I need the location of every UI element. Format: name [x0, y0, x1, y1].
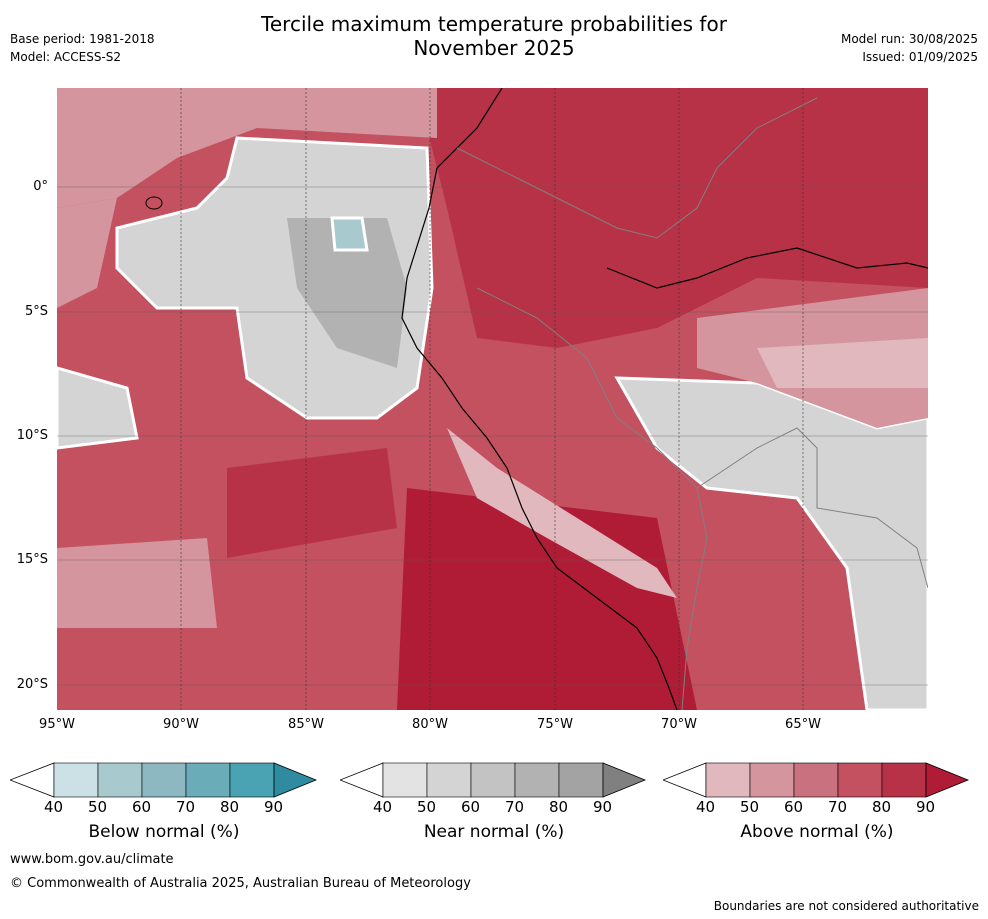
legend-above-tick-90: 90	[916, 798, 936, 816]
coastline	[401, 88, 678, 710]
map-title-line2: November 2025	[413, 36, 575, 60]
legend-near-tick-80: 80	[549, 798, 569, 816]
country-border-east	[696, 427, 928, 589]
legend-above-band-1	[705, 762, 751, 798]
legend-below-band-2	[97, 762, 143, 798]
lon-label-95w: 95°W	[39, 717, 75, 732]
legend-near-band-4	[514, 762, 560, 798]
lon-label-80w: 80°W	[412, 717, 448, 732]
legend-near-title: Near normal (%)	[423, 822, 565, 842]
region-below-50	[330, 216, 369, 252]
legend-above-band-5	[881, 762, 927, 798]
legend-near-band-1	[382, 762, 428, 798]
region-above-50-sw	[57, 538, 217, 628]
legend-below-tick-90: 90	[264, 798, 284, 816]
graticule	[57, 186, 928, 686]
region-above-50-nw	[57, 88, 437, 208]
legend-near-tick-50: 50	[417, 798, 437, 816]
lat-label-15s: 15°S	[16, 552, 48, 567]
river-line	[606, 247, 928, 289]
legend-above-normal: 40 50 60 70 80 90 Above normal (%)	[663, 762, 971, 842]
lon-label-65w: 65°W	[785, 717, 821, 732]
legend-above-arrow-left	[663, 762, 707, 798]
region-above-80-north	[417, 88, 928, 348]
legend-below-arrow-left	[10, 762, 55, 798]
legend-near-arrow-left	[340, 762, 384, 798]
legend-near-band-5	[558, 762, 604, 798]
legend-above-tick-50: 50	[740, 798, 760, 816]
country-border-inland	[476, 287, 708, 710]
legend-below-band-5	[229, 762, 275, 798]
legend-above-colorbar	[663, 762, 970, 798]
legend-near-band-2	[426, 762, 472, 798]
lat-label-10s: 10°S	[16, 428, 48, 443]
legend-near-tick-70: 70	[505, 798, 525, 816]
lon-label-75w: 75°W	[537, 717, 573, 732]
country-border-north	[456, 97, 818, 239]
model-run: Model run: 30/08/2025	[840, 32, 978, 46]
region-above-90	[397, 488, 697, 710]
website-link[interactable]: www.bom.gov.au/climate	[10, 852, 174, 867]
region-above-50-w	[57, 198, 117, 308]
legend-above-title: Above normal (%)	[740, 822, 894, 842]
lon-label-90w: 90°W	[163, 717, 199, 732]
lon-label-85w: 85°W	[288, 717, 324, 732]
legend-below-colorbar	[10, 762, 318, 798]
legend-above-ticks: 40 50 60 70 80 90	[663, 798, 971, 818]
region-above-40-inland	[757, 338, 928, 388]
region-near-normal-west	[57, 366, 139, 450]
legend-above-tick-70: 70	[828, 798, 848, 816]
meta-right: Model run: 30/08/2025 Issued: 01/09/2025	[841, 30, 978, 66]
legend-below-tick-60: 60	[132, 798, 152, 816]
lat-label-5s: 5°S	[24, 304, 48, 319]
legend-below-tick-80: 80	[220, 798, 240, 816]
galapagos-islands	[145, 196, 163, 210]
legend-near-ticks: 40 50 60 70 80 90	[340, 798, 648, 818]
model-name: Model: ACCESS-S2	[10, 50, 122, 64]
legend-below-arrow-right	[273, 762, 318, 798]
lon-label-70w: 70°W	[661, 717, 697, 732]
lat-label-20s: 20°S	[16, 677, 48, 692]
region-coastal-band	[447, 428, 677, 598]
legend-below-band-3	[141, 762, 187, 798]
legend-below-band-4	[185, 762, 231, 798]
legend-above-arrow-right	[925, 762, 970, 798]
meta-left: Base period: 1981-2018 Model: ACCESS-S2	[10, 30, 155, 66]
lat-label-0: 0°	[33, 179, 48, 194]
legend-below-title: Below normal (%)	[88, 822, 240, 842]
map-svg	[57, 88, 928, 710]
legend-below-tick-50: 50	[88, 798, 108, 816]
map-title: Tercile maximum temperature probabilitie…	[0, 12, 988, 60]
legend-above-tick-60: 60	[784, 798, 804, 816]
legend-above-tick-40: 40	[696, 798, 716, 816]
legend-near-tick-60: 60	[461, 798, 481, 816]
region-above-80-west	[227, 448, 397, 558]
legend-above-tick-80: 80	[872, 798, 892, 816]
legend-near-tick-90: 90	[593, 798, 613, 816]
region-near-70	[287, 218, 407, 368]
legend-below-ticks: 40 50 60 70 80 90	[10, 798, 318, 818]
issued-date: Issued: 01/09/2025	[862, 50, 978, 64]
legend-below-tick-70: 70	[176, 798, 196, 816]
legend-near-band-3	[470, 762, 516, 798]
probability-map	[57, 88, 928, 710]
legend-near-tick-40: 40	[373, 798, 393, 816]
legend-above-band-3	[793, 762, 839, 798]
map-title-line1: Tercile maximum temperature probabilitie…	[261, 12, 727, 36]
legend-near-colorbar	[340, 762, 647, 798]
legend-near-arrow-right	[602, 762, 647, 798]
legend-below-normal: 40 50 60 70 80 90 Below normal (%)	[10, 762, 318, 842]
legend-near-normal: 40 50 60 70 80 90 Near normal (%)	[340, 762, 648, 842]
legend-above-band-2	[749, 762, 795, 798]
legend-above-band-4	[837, 762, 883, 798]
legend-below-band-1	[53, 762, 99, 798]
disclaimer-text: Boundaries are not considered authoritat…	[713, 899, 979, 913]
copyright-text: © Commonwealth of Australia 2025, Austra…	[10, 876, 471, 891]
legend-below-tick-40: 40	[44, 798, 64, 816]
base-period: Base period: 1981-2018	[10, 32, 155, 46]
